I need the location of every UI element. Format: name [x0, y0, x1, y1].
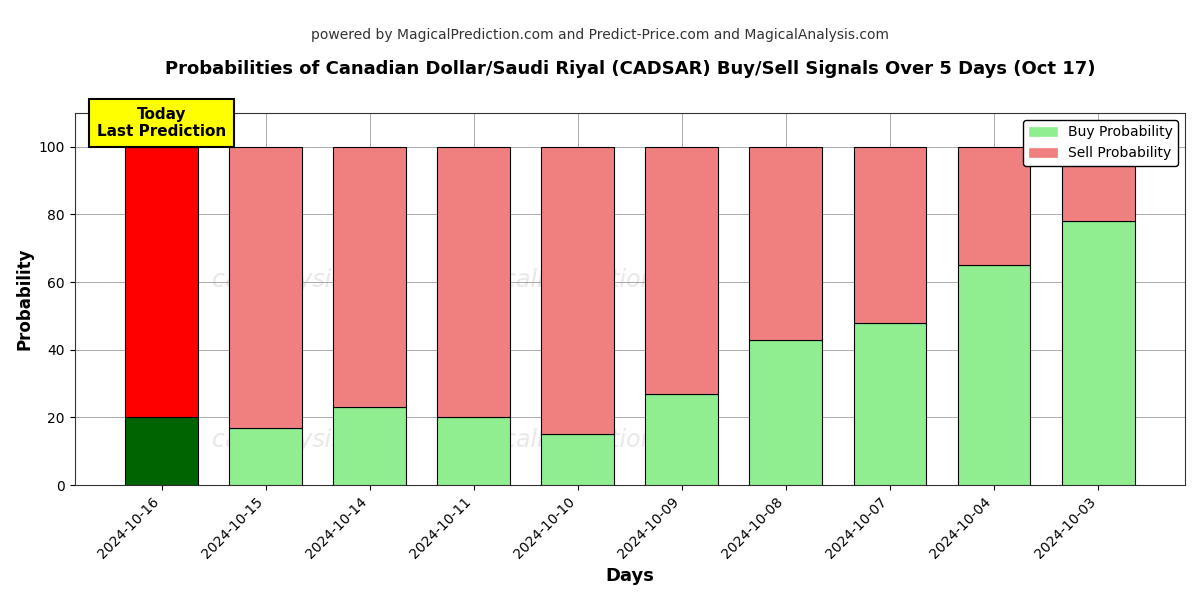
Bar: [750, 147, 822, 340]
Title: Probabilities of Canadian Dollar/Saudi Riyal (CADSAR) Buy/Sell Signals Over 5 Da: Probabilities of Canadian Dollar/Saudi R…: [164, 60, 1096, 78]
X-axis label: Days: Days: [605, 567, 654, 585]
Y-axis label: Probability: Probability: [16, 248, 34, 350]
Text: powered by MagicalPrediction.com and Predict-Price.com and MagicalAnalysis.com: powered by MagicalPrediction.com and Pre…: [311, 28, 889, 42]
Bar: [541, 434, 614, 485]
Text: calAnalysis.com      MagicalPrediction.com: calAnalysis.com MagicalPrediction.com: [212, 268, 714, 292]
Text: Today
Last Prediction: Today Last Prediction: [97, 107, 226, 139]
Bar: [437, 147, 510, 418]
Bar: [646, 394, 719, 485]
Bar: [334, 147, 406, 407]
Bar: [437, 418, 510, 485]
Bar: [125, 147, 198, 418]
Bar: [229, 147, 302, 428]
Bar: [853, 147, 926, 323]
Bar: [853, 323, 926, 485]
Bar: [334, 407, 406, 485]
Bar: [646, 147, 719, 394]
Bar: [125, 418, 198, 485]
Bar: [541, 147, 614, 434]
Bar: [1062, 147, 1134, 221]
Bar: [750, 340, 822, 485]
Legend: Buy Probability, Sell Probability: Buy Probability, Sell Probability: [1024, 120, 1178, 166]
Bar: [958, 265, 1031, 485]
Text: calAnalysis.com      MagicalPrediction.com: calAnalysis.com MagicalPrediction.com: [212, 428, 714, 452]
Bar: [1062, 221, 1134, 485]
Bar: [958, 147, 1031, 265]
Bar: [229, 428, 302, 485]
